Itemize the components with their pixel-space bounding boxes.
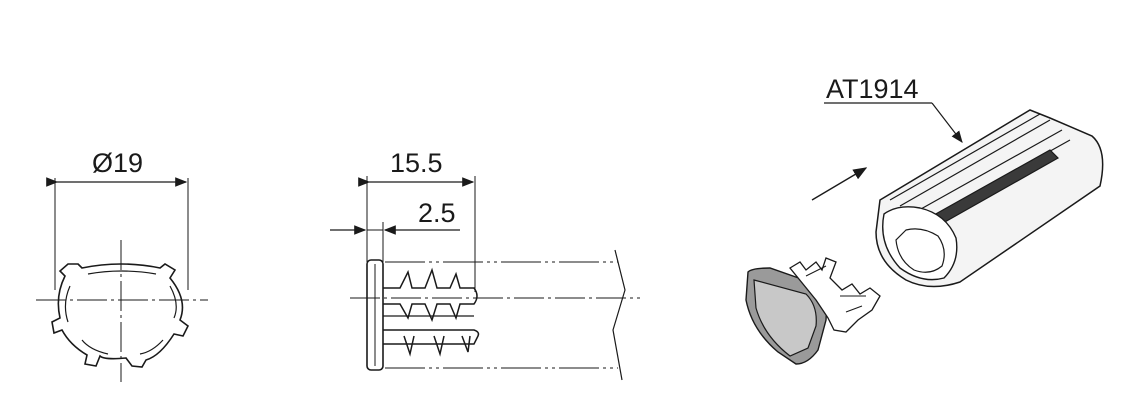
front-view: Ø19 <box>36 148 208 382</box>
barbed-leg-lower <box>383 329 480 357</box>
isometric-view: AT1914 <box>745 74 1104 365</box>
end-cap-leg-detail <box>805 265 866 313</box>
diameter-label: Ø19 <box>92 148 143 178</box>
end-cap-face <box>753 279 817 357</box>
side-view: 15.5 2.5 <box>330 148 640 381</box>
length-flange-label: 2.5 <box>418 198 456 228</box>
tube-end-face <box>882 206 958 281</box>
leader-arrow <box>931 102 963 143</box>
end-cap-legs <box>789 257 881 333</box>
length-total-label: 15.5 <box>390 148 443 178</box>
part-number-label: AT1914 <box>826 74 919 104</box>
tube-end-inner <box>895 228 945 273</box>
profile-outline <box>51 263 190 368</box>
cap-flange <box>366 259 384 371</box>
break-line <box>612 249 626 381</box>
tube-slot-top <box>889 113 1071 225</box>
profile-inner <box>64 270 177 355</box>
barbed-leg-upper <box>383 267 478 323</box>
insert-arrow <box>811 167 868 201</box>
